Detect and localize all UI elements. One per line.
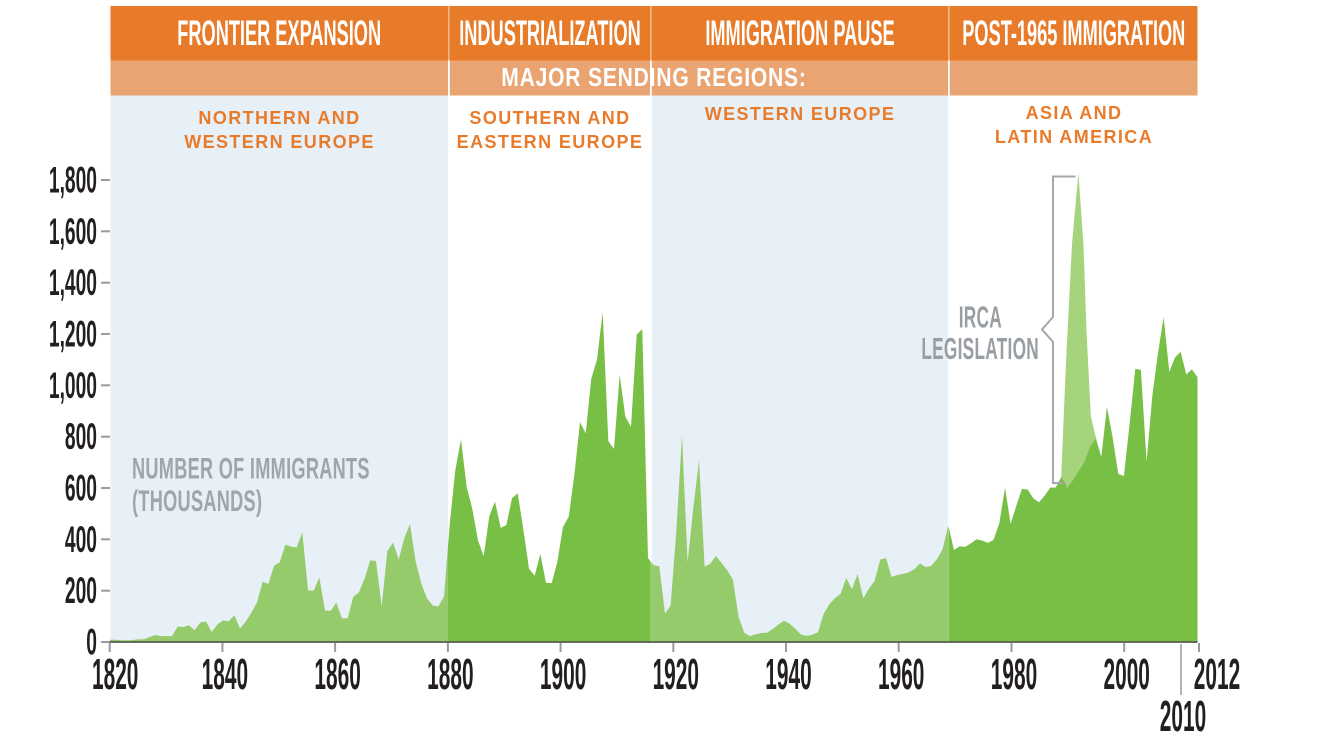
svg-text:1980: 1980 — [991, 651, 1037, 699]
svg-text:0: 0 — [86, 622, 97, 663]
svg-text:2010: 2010 — [1160, 693, 1206, 741]
svg-text:ASIA AND: ASIA AND — [1026, 103, 1123, 123]
svg-text:1920: 1920 — [653, 651, 699, 699]
svg-text:600: 600 — [65, 468, 97, 509]
svg-text:IRCA: IRCA — [959, 302, 1002, 335]
svg-text:1860: 1860 — [314, 651, 360, 699]
svg-text:2012: 2012 — [1194, 651, 1240, 699]
svg-text:LATIN AMERICA: LATIN AMERICA — [995, 127, 1153, 147]
svg-text:1960: 1960 — [878, 651, 924, 699]
svg-text:400: 400 — [65, 519, 97, 560]
svg-text:INDUSTRIALIZATION: INDUSTRIALIZATION — [459, 14, 641, 53]
svg-text:NUMBER OF IMMIGRANTS: NUMBER OF IMMIGRANTS — [132, 453, 370, 486]
svg-text:800: 800 — [65, 417, 97, 458]
svg-text:1,800: 1,800 — [49, 160, 97, 201]
svg-text:IMMIGRATION PAUSE: IMMIGRATION PAUSE — [705, 14, 894, 53]
svg-text:1,400: 1,400 — [49, 263, 97, 304]
svg-text:WESTERN EUROPE: WESTERN EUROPE — [705, 104, 896, 124]
svg-text:POST-1965 IMMIGRATION: POST-1965 IMMIGRATION — [962, 14, 1185, 53]
svg-text:1940: 1940 — [765, 651, 811, 699]
svg-text:1900: 1900 — [540, 651, 586, 699]
svg-text:WESTERN EUROPE: WESTERN EUROPE — [184, 132, 375, 152]
svg-text:LEGISLATION: LEGISLATION — [921, 333, 1039, 366]
svg-text:MAJOR SENDING REGIONS:: MAJOR SENDING REGIONS: — [501, 64, 806, 93]
svg-text:1820: 1820 — [92, 651, 138, 699]
svg-text:NORTHERN AND: NORTHERN AND — [198, 108, 360, 128]
svg-text:200: 200 — [65, 571, 97, 612]
svg-text:1840: 1840 — [202, 651, 248, 699]
svg-text:EASTERN EUROPE: EASTERN EUROPE — [457, 132, 644, 152]
svg-text:1880: 1880 — [427, 651, 473, 699]
svg-text:1,000: 1,000 — [49, 365, 97, 406]
svg-text:1,600: 1,600 — [49, 211, 97, 252]
svg-text:SOUTHERN AND: SOUTHERN AND — [469, 108, 630, 128]
svg-text:FRONTIER EXPANSION: FRONTIER EXPANSION — [177, 14, 381, 53]
svg-text:(THOUSANDS): (THOUSANDS) — [132, 486, 262, 519]
svg-text:1,200: 1,200 — [49, 314, 97, 355]
svg-text:2000: 2000 — [1103, 651, 1149, 699]
